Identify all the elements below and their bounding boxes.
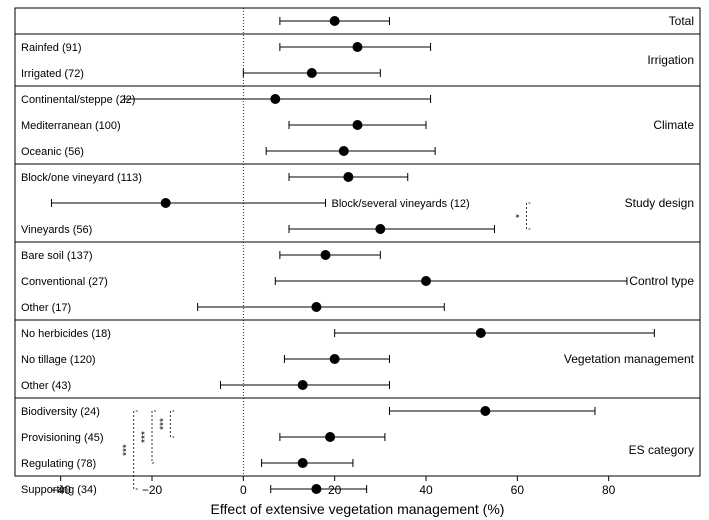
group-label: Total <box>669 14 694 28</box>
row-label: Conventional (27) <box>21 276 108 288</box>
point-marker <box>298 380 308 390</box>
point-marker <box>375 224 385 234</box>
point-marker <box>476 328 486 338</box>
point-marker <box>330 16 340 26</box>
row-label: No herbicides (18) <box>21 328 111 340</box>
group-label: ES category <box>629 443 694 457</box>
point-marker <box>353 42 363 52</box>
point-marker <box>353 120 363 130</box>
row-label: Irrigated (72) <box>21 68 84 80</box>
point-marker <box>480 406 490 416</box>
point-marker <box>343 172 353 182</box>
row-label: Vineyards (56) <box>21 224 92 236</box>
x-tick-label: 0 <box>240 483 247 497</box>
x-tick-label: 40 <box>419 483 433 497</box>
row-label: Block/one vineyard (113) <box>21 172 142 184</box>
x-tick-label: −20 <box>142 483 163 497</box>
point-marker <box>270 94 280 104</box>
point-marker <box>311 484 321 494</box>
group-label: Irrigation <box>647 53 694 67</box>
x-tick-label: 60 <box>511 483 525 497</box>
row-label: Continental/steppe (22) <box>21 94 135 106</box>
sig-bracket <box>526 203 530 229</box>
group-label: Climate <box>653 118 694 132</box>
point-marker <box>311 302 321 312</box>
row-label: Block/several vineyards (12) <box>332 198 470 210</box>
row-label: Biodiversity (24) <box>21 406 100 418</box>
row-label: Regulating (78) <box>21 458 96 470</box>
point-marker <box>161 198 171 208</box>
group-label: Control type <box>629 274 694 288</box>
row-label: Bare soil (137) <box>21 250 93 262</box>
x-tick-label: 20 <box>328 483 342 497</box>
sig-label: *** <box>140 431 151 443</box>
row-label: Other (43) <box>21 380 71 392</box>
sig-label: * <box>514 214 525 218</box>
sig-bracket <box>170 411 174 437</box>
point-marker <box>298 458 308 468</box>
row-label: Mediterranean (100) <box>21 120 121 132</box>
sig-bracket <box>152 411 156 463</box>
row-label: Provisioning (45) <box>21 432 104 444</box>
x-axis-label: Effect of extensive vegetation managemen… <box>211 501 505 517</box>
row-label: Rainfed (91) <box>21 42 82 54</box>
group-label: Study design <box>625 196 694 210</box>
point-marker <box>321 250 331 260</box>
row-label: Oceanic (56) <box>21 146 84 158</box>
row-label: No tillage (120) <box>21 354 96 366</box>
point-marker <box>421 276 431 286</box>
row-label: Supporting (34) <box>21 484 97 496</box>
point-marker <box>307 68 317 78</box>
forest-plot-chart: −40−20020406080Effect of extensive veget… <box>0 0 709 520</box>
group-label: Vegetation management <box>564 352 695 366</box>
sig-label: *** <box>122 444 133 456</box>
sig-label: *** <box>158 418 169 430</box>
point-marker <box>325 432 335 442</box>
point-marker <box>330 354 340 364</box>
sig-bracket <box>134 411 138 489</box>
point-marker <box>339 146 349 156</box>
row-label: Other (17) <box>21 302 71 314</box>
x-tick-label: 80 <box>602 483 616 497</box>
